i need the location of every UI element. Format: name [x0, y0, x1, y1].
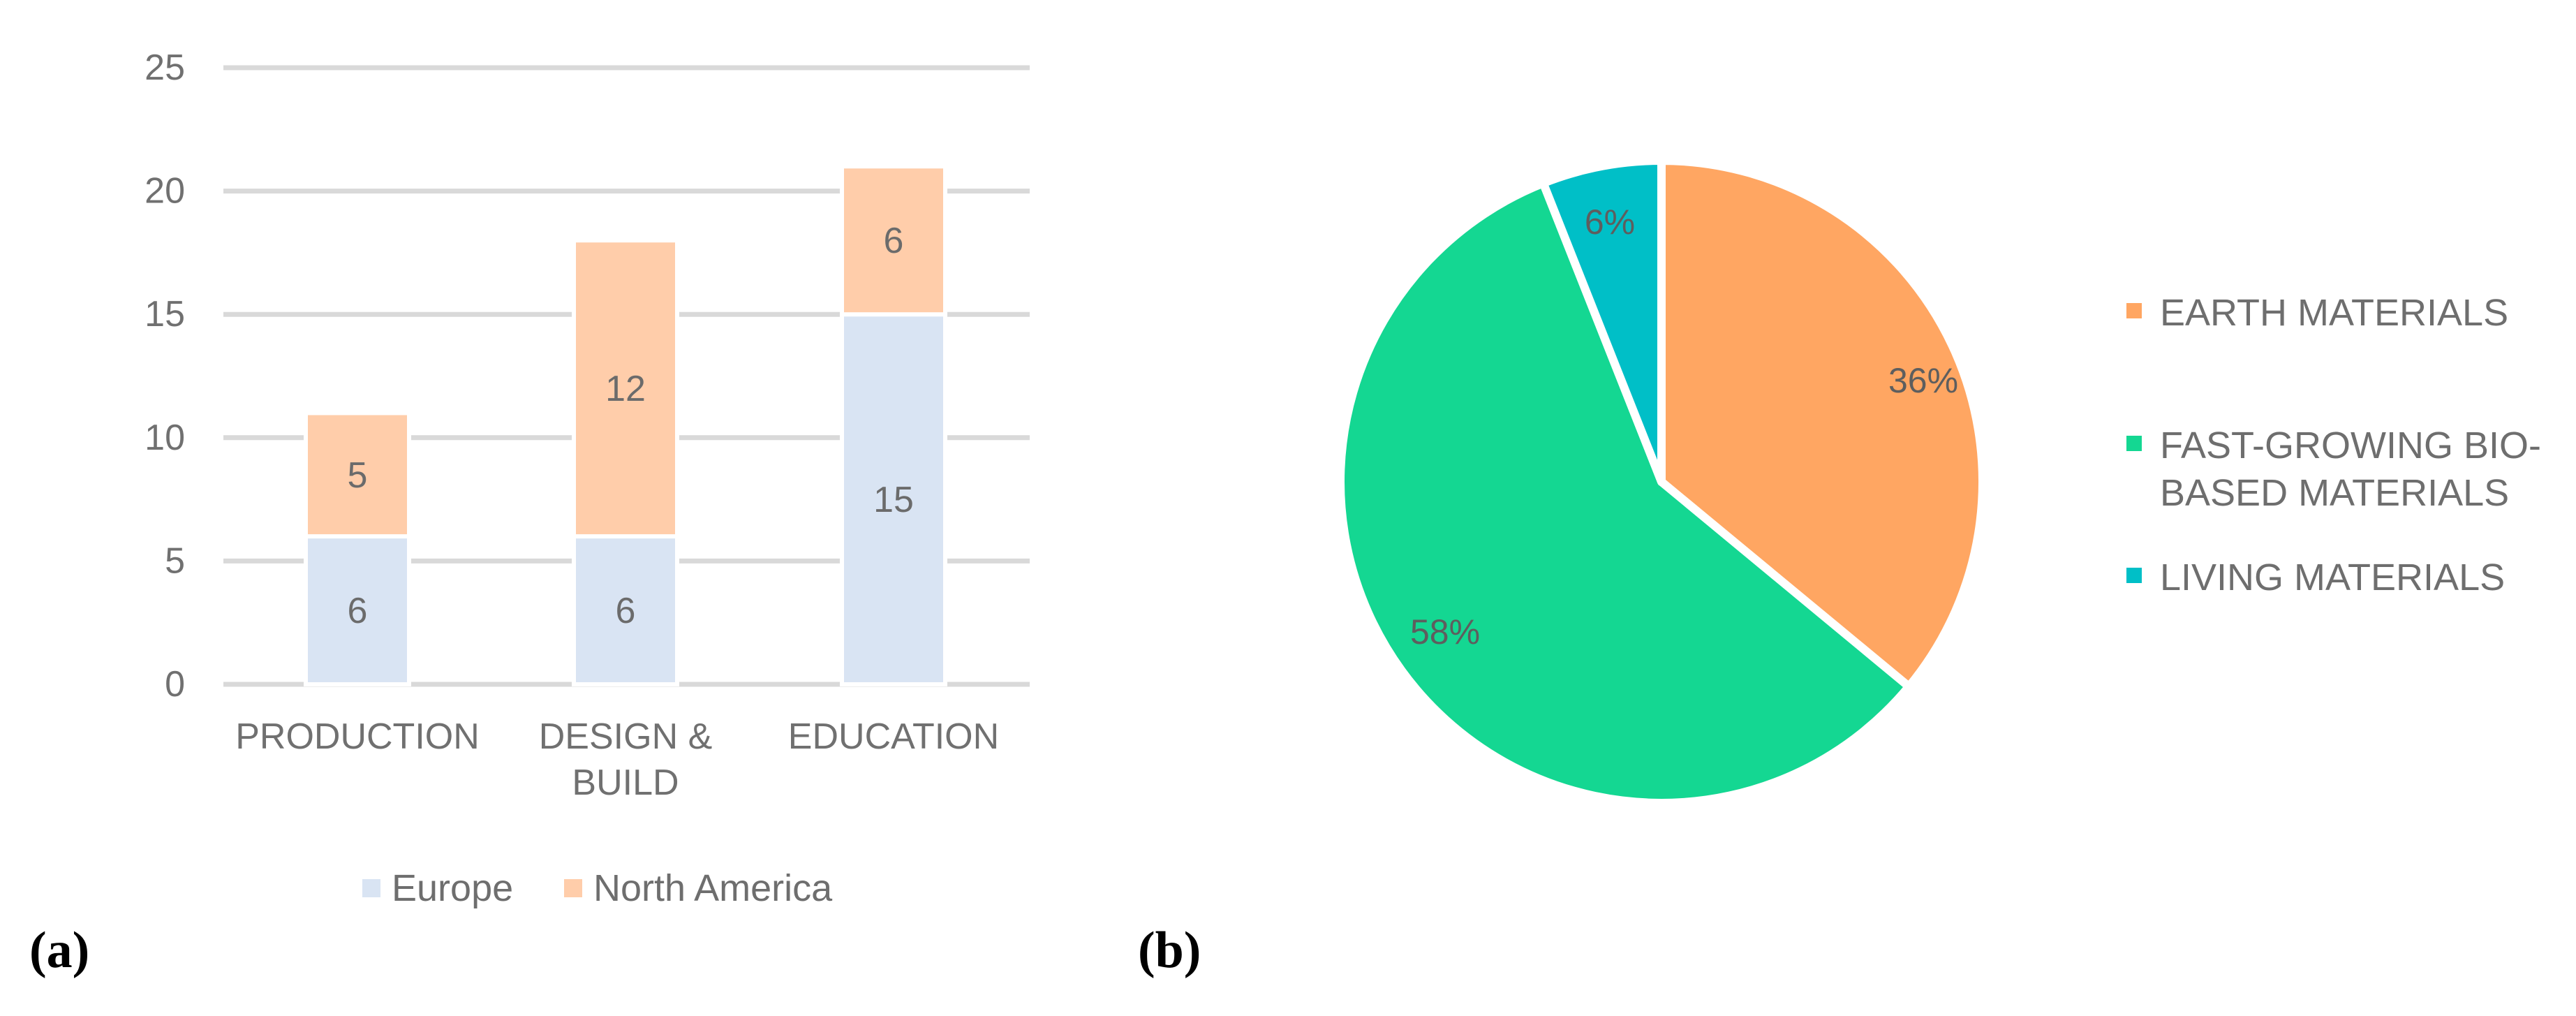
panel-label-a: (a) — [29, 922, 89, 979]
bar-data-label: 6 — [616, 591, 636, 631]
pie-slice — [1657, 156, 1987, 691]
y-tick-label: 20 — [145, 171, 185, 212]
legend-swatch — [2126, 436, 2142, 451]
bar-data-label: 6 — [884, 221, 904, 261]
category-label: EDUCATION — [788, 716, 999, 757]
bar-legend: Europe North America — [362, 867, 833, 909]
legend-swatch — [2126, 303, 2142, 318]
bar-chart: 0 5 10 15 20 25 6 5 6 12 15 6 PRODUCTION DESIGN & BU… — [145, 47, 1030, 909]
legend-label: FAST-GROWING BIO- — [2160, 425, 2541, 466]
y-tick-label: 15 — [145, 294, 185, 334]
bar-segment — [840, 312, 947, 686]
legend-swatch — [2126, 568, 2142, 583]
category-label: BUILD — [572, 763, 679, 803]
y-tick-label: 0 — [165, 664, 185, 705]
bar-segment — [840, 164, 947, 317]
y-tick-label: 10 — [145, 418, 185, 458]
y-tick-label: 5 — [165, 540, 185, 581]
legend-label: North America — [593, 867, 833, 909]
bar-data-label: 6 — [348, 591, 368, 631]
panel-label-b: (b) — [1138, 922, 1201, 979]
pie-slices: 36% 58% 6% — [1336, 156, 1987, 807]
pie-data-label: 58% — [1410, 612, 1480, 651]
pie-legend: EARTH MATERIALS FAST-GROWING BIO- BASED MA… — [2126, 292, 2541, 598]
y-tick-labels: 0 5 10 15 20 25 — [145, 47, 185, 705]
category-label: PRODUCTION — [235, 716, 480, 757]
pie-slice — [1539, 156, 1666, 486]
bar-data-label: 15 — [873, 480, 914, 520]
bar-segment — [304, 411, 411, 539]
y-tick-label: 25 — [145, 47, 185, 88]
bar-segment — [572, 238, 679, 539]
pie-data-label: 36% — [1888, 361, 1958, 400]
pie-data-label: 6% — [1585, 203, 1635, 242]
legend-label: LIVING MATERIALS — [2160, 557, 2505, 598]
pie-slice — [1336, 179, 1914, 807]
bar-data-label: 12 — [605, 369, 646, 409]
bar-segment — [572, 534, 679, 687]
legend-label: EARTH MATERIALS — [2160, 292, 2508, 334]
legend-label: Europe — [392, 867, 513, 909]
legend-label: BASED MATERIALS — [2160, 472, 2509, 514]
bar-data-label: 5 — [348, 455, 368, 496]
legend-swatch — [362, 879, 380, 897]
pie-chart: 36% 58% 6% EARTH MATERIALS FAST-GROWING BIO… — [1336, 156, 2541, 807]
legend-swatch — [564, 879, 582, 897]
category-label: DESIGN & — [539, 716, 713, 757]
bars: 6 5 6 12 15 6 — [304, 164, 947, 687]
category-labels: PRODUCTION DESIGN & BUILD EDUCATION — [235, 716, 999, 803]
